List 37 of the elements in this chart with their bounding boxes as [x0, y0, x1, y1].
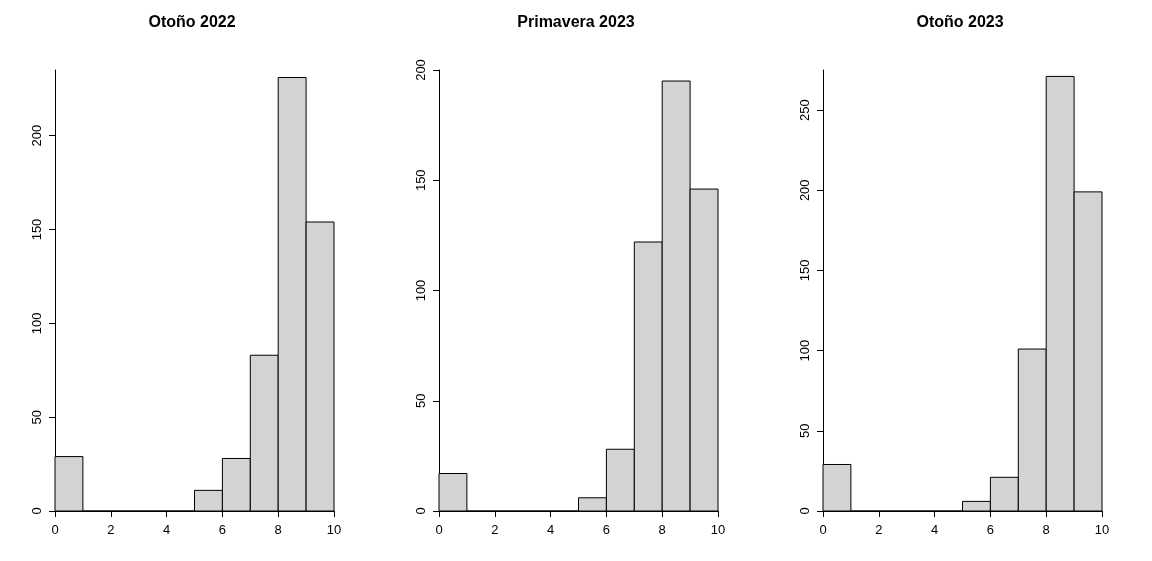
y-tick-label: 100 — [413, 279, 428, 302]
x-tick-label: 8 — [658, 522, 666, 537]
y-tick-label: 50 — [413, 393, 428, 408]
chart-title: Otoño 2023 — [916, 12, 1004, 30]
y-tick-label: 50 — [29, 409, 44, 425]
chart-title: Primavera 2023 — [517, 12, 635, 30]
x-tick-label: 4 — [546, 522, 555, 537]
y-tick-label: 100 — [29, 312, 44, 335]
x-tick-label: 6 — [602, 522, 611, 537]
x-tick-label: 8 — [1042, 522, 1050, 537]
y-tick-label: 0 — [413, 507, 428, 515]
x-tick-label: 2 — [875, 522, 883, 537]
x-tick-label: 4 — [162, 522, 171, 537]
y-tick-label: 50 — [797, 423, 812, 439]
x-tick-label: 4 — [930, 522, 939, 537]
x-tick-label: 6 — [986, 522, 995, 537]
y-tick-label: 200 — [29, 124, 44, 147]
x-tick-label: 10 — [326, 522, 342, 537]
y-tick-label: 0 — [797, 507, 812, 515]
x-tick-label: 10 — [710, 522, 726, 537]
y-tick-label: 200 — [797, 179, 812, 202]
chart-title: Otoño 2022 — [148, 12, 236, 30]
y-tick-label: 150 — [29, 218, 44, 241]
y-tick-label: 0 — [29, 507, 44, 515]
y-tick-label: 250 — [797, 99, 812, 121]
y-tick-label: 150 — [797, 259, 812, 282]
x-tick-label: 10 — [1094, 522, 1110, 537]
x-tick-label: 2 — [491, 522, 499, 537]
x-tick-label: 2 — [107, 522, 115, 537]
y-tick-label: 100 — [797, 339, 812, 362]
x-tick-label: 0 — [819, 522, 827, 537]
y-tick-label: 200 — [413, 59, 428, 81]
y-tick-label: 150 — [413, 169, 428, 192]
x-tick-label: 0 — [51, 522, 59, 537]
x-tick-label: 8 — [274, 522, 282, 537]
x-tick-label: 0 — [435, 522, 443, 537]
x-tick-label: 6 — [218, 522, 227, 537]
